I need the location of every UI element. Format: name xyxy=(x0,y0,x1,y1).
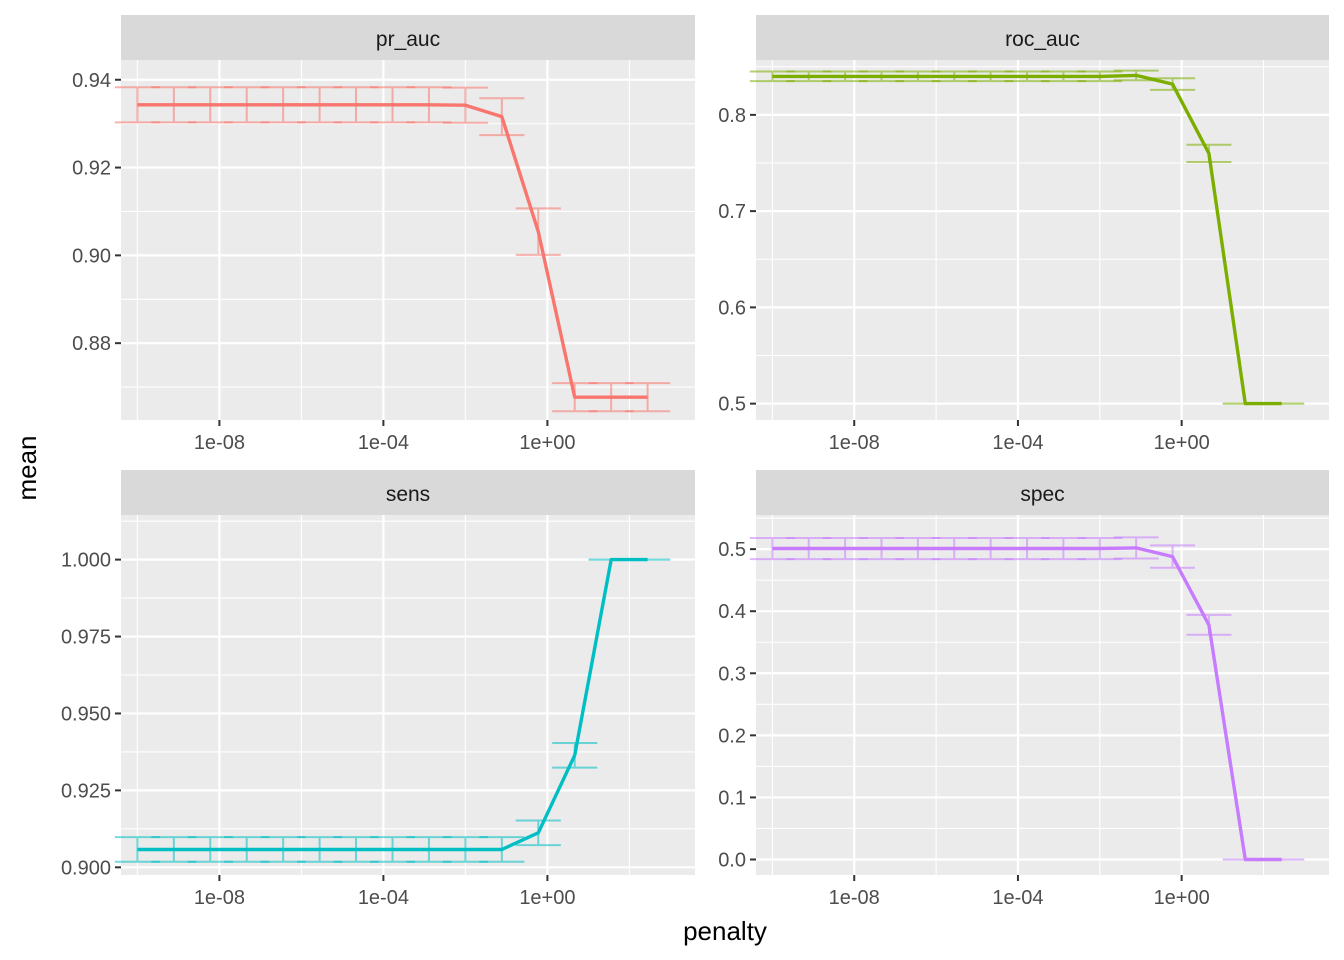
facet-strip-label: spec xyxy=(1020,483,1064,506)
y-tick-label: 0.5 xyxy=(718,539,746,561)
x-tick-label: 1e-04 xyxy=(358,432,409,454)
y-tick-label: 0.94 xyxy=(72,70,111,92)
series-line-sens xyxy=(137,557,648,852)
facet-strip-label: pr_auc xyxy=(376,28,440,51)
y-tick-label: 0.0 xyxy=(718,849,746,871)
facet-strip xyxy=(756,470,1329,515)
facet-strip xyxy=(121,470,695,515)
x-axis-title: penalty xyxy=(683,916,767,946)
y-axis-title: mean xyxy=(12,435,42,500)
panel-background xyxy=(756,60,1329,420)
facet-panel-roc_auc: roc_auc 1e-08 1e-04 1e+00 0.5 0.6 0.7 0.8 xyxy=(718,15,1329,454)
series-line-pr_auc xyxy=(137,103,648,399)
y-tick-label: 0.4 xyxy=(718,601,746,623)
facet-panel-sens: sens 1e-08 1e-04 1e+00 0.900 0.925 0.950 0.975 1… xyxy=(61,470,695,909)
x-tick-label: 1e-08 xyxy=(829,887,880,909)
y-tick-label: 0.8 xyxy=(718,105,746,127)
y-tick-label: 0.90 xyxy=(72,245,111,267)
y-tick-label: 1.000 xyxy=(61,550,111,572)
y-tick-label: 0.975 xyxy=(61,627,111,649)
facet-strip-label: sens xyxy=(386,483,430,506)
facet-strip xyxy=(756,15,1329,60)
y-tick-label: 0.88 xyxy=(72,333,111,355)
series-line-spec xyxy=(772,546,1282,862)
x-tick-label: 1e-04 xyxy=(358,887,409,909)
panel-background xyxy=(121,515,695,875)
x-tick-label: 1e+00 xyxy=(519,887,575,909)
y-tick-label: 0.1 xyxy=(718,787,746,809)
y-tick-label: 0.5 xyxy=(718,394,746,416)
y-tick-label: 0.2 xyxy=(718,725,746,747)
x-tick-label: 1e-08 xyxy=(194,887,245,909)
x-tick-label: 1e-04 xyxy=(992,432,1043,454)
panel-background xyxy=(756,515,1329,875)
y-tick-label: 0.3 xyxy=(718,663,746,685)
facet-panel-spec: spec 1e-08 1e-04 1e+00 0.0 0.1 0.2 0.3 0.4 0.5 xyxy=(718,470,1329,909)
x-tick-label: 1e-04 xyxy=(992,887,1043,909)
error-bar xyxy=(625,382,671,413)
y-tick-label: 0.900 xyxy=(61,857,111,879)
y-tick-label: 0.950 xyxy=(61,703,111,725)
facet-strip xyxy=(121,15,695,60)
x-tick-label: 1e+00 xyxy=(519,432,575,454)
facet-panel-pr_auc: pr_auc 1e-08 1e-04 1e+00 0.88 0.90 0.92 0.94 xyxy=(72,15,695,454)
x-tick-label: 1e-08 xyxy=(194,432,245,454)
x-tick-label: 1e+00 xyxy=(1154,887,1210,909)
y-tick-label: 0.7 xyxy=(718,201,746,223)
series-line-roc_auc xyxy=(772,73,1282,406)
y-tick-label: 0.925 xyxy=(61,780,111,802)
x-tick-label: 1e-08 xyxy=(829,432,880,454)
y-tick-label: 0.92 xyxy=(72,158,111,180)
facet-strip-label: roc_auc xyxy=(1005,28,1080,51)
panels-layer: pr_auc 1e-08 1e-04 1e+00 0.88 0.90 0.92 0.94 roc… xyxy=(61,15,1329,909)
panel-background xyxy=(121,60,695,420)
x-tick-label: 1e+00 xyxy=(1154,432,1210,454)
y-tick-label: 0.6 xyxy=(718,297,746,319)
